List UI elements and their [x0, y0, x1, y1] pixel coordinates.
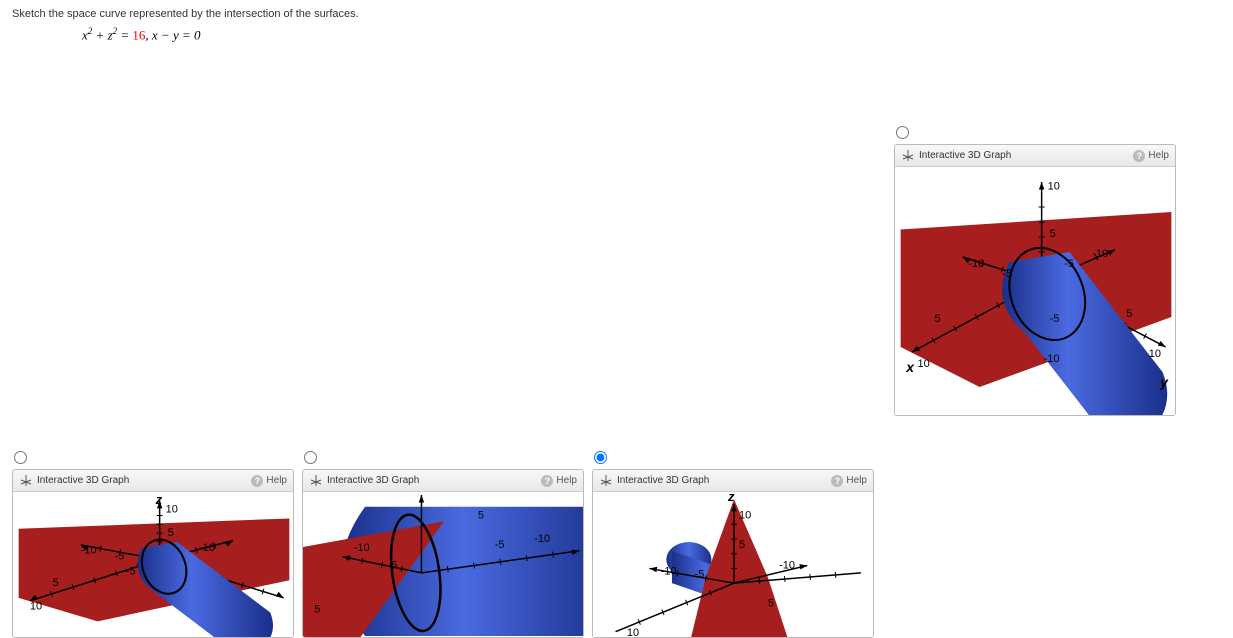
help-label: Help — [556, 475, 577, 486]
plot-area[interactable]: 5 -10 -5 -5 -10 5 — [303, 492, 583, 638]
svg-text:-10: -10 — [81, 545, 97, 557]
svg-text:5: 5 — [768, 598, 774, 610]
eq-rhs: 16 — [132, 27, 145, 42]
eq-eq: = — [117, 27, 132, 42]
answer-radio[interactable] — [896, 126, 909, 139]
panel-header: Interactive 3D Graph ? Help — [13, 470, 293, 492]
question-prompt: Sketch the space curve represented by th… — [12, 8, 1221, 20]
panel-title: Interactive 3D Graph — [37, 475, 129, 486]
help-button[interactable]: ? Help — [251, 475, 287, 487]
help-button[interactable]: ? Help — [1133, 150, 1169, 162]
answer-radio[interactable] — [14, 451, 27, 464]
svg-text:5: 5 — [168, 527, 174, 539]
answer-option: Interactive 3D Graph ? Help 10 5 -10 -5 -10 -… — [894, 144, 1176, 416]
svg-text:10: 10 — [1048, 181, 1060, 193]
question-block: Sketch the space curve represented by th… — [0, 0, 1233, 59]
help-button[interactable]: ? Help — [831, 475, 867, 487]
panel-header: Interactive 3D Graph ? Help — [895, 145, 1175, 167]
svg-text:-10: -10 — [534, 533, 550, 545]
svg-text:z: z — [727, 492, 735, 504]
svg-text:-10: -10 — [1044, 353, 1060, 365]
axes-icon — [19, 474, 33, 488]
svg-text:-10: -10 — [968, 258, 984, 270]
svg-text:5: 5 — [52, 577, 58, 589]
svg-text:-10: -10 — [354, 542, 370, 554]
help-button[interactable]: ? Help — [541, 475, 577, 487]
svg-text:-10: -10 — [661, 566, 677, 578]
svg-text:10: 10 — [30, 601, 42, 613]
answer-option: Interactive 3D Graph ? Help 5 -10 -5 -5 -10 5 — [302, 469, 584, 638]
axes-icon — [309, 474, 323, 488]
svg-text:10: 10 — [1149, 348, 1161, 360]
svg-text:5: 5 — [478, 510, 484, 522]
svg-text:10: 10 — [627, 627, 639, 638]
plot-area[interactable]: z105-10-5-10510 — [593, 492, 873, 638]
graph-panel: Interactive 3D Graph ? Help 10 5 -10 -5 -10 -… — [894, 144, 1176, 416]
graph-panel: Interactive 3D Graph ? Help z105-10-5-10… — [12, 469, 294, 638]
svg-text:5: 5 — [1050, 228, 1056, 240]
svg-text:-5: -5 — [1064, 258, 1074, 270]
svg-text:-5: -5 — [388, 560, 398, 572]
svg-text:x: x — [905, 359, 915, 375]
svg-text:5: 5 — [314, 604, 320, 616]
axes-icon — [901, 149, 915, 163]
graph-panel: Interactive 3D Graph ? Help 5 -10 -5 -5 -10 5 — [302, 469, 584, 638]
panel-header: Interactive 3D Graph ? Help — [593, 470, 873, 492]
svg-text:-10: -10 — [779, 560, 795, 572]
svg-text:5: 5 — [739, 539, 745, 551]
svg-text:z: z — [155, 492, 163, 507]
plot-area[interactable]: z105-10-5-10510-5 — [13, 492, 293, 638]
graph-panel: Interactive 3D Graph ? Help z105-10-5-10… — [592, 469, 874, 638]
axes-icon — [599, 474, 613, 488]
answer-option: Interactive 3D Graph ? Help z105-10-5-10… — [592, 469, 874, 638]
svg-text:-5: -5 — [126, 566, 136, 578]
svg-text:-5: -5 — [1002, 268, 1012, 280]
panel-title: Interactive 3D Graph — [327, 475, 419, 486]
eq-plus: + — [92, 27, 107, 42]
answer-option: Interactive 3D Graph ? Help z105-10-5-10… — [12, 469, 294, 638]
svg-text:10: 10 — [739, 510, 751, 522]
help-label: Help — [846, 475, 867, 486]
svg-text:5: 5 — [1126, 308, 1132, 320]
help-icon: ? — [1133, 150, 1145, 162]
svg-text:-10: -10 — [1092, 248, 1108, 260]
svg-text:y: y — [1159, 374, 1169, 390]
help-label: Help — [266, 475, 287, 486]
svg-text:10: 10 — [918, 358, 930, 370]
plot-area[interactable]: 10 5 -10 -5 -10 -5 5 5 10 10 -5 -10 x y — [895, 167, 1175, 416]
panel-title: Interactive 3D Graph — [919, 150, 1011, 161]
answer-radio[interactable] — [594, 451, 607, 464]
panel-title: Interactive 3D Graph — [617, 475, 709, 486]
svg-text:10: 10 — [166, 504, 178, 516]
svg-text:-5: -5 — [495, 539, 505, 551]
answer-radio[interactable] — [304, 451, 317, 464]
help-icon: ? — [251, 475, 263, 487]
svg-text:-5: -5 — [115, 551, 125, 563]
help-label: Help — [1148, 150, 1169, 161]
svg-text:-10: -10 — [199, 542, 215, 554]
eq-second: x − y = 0 — [152, 27, 201, 42]
svg-text:5: 5 — [934, 313, 940, 325]
help-icon: ? — [541, 475, 553, 487]
svg-text:-5: -5 — [1050, 313, 1060, 325]
panel-header: Interactive 3D Graph ? Help — [303, 470, 583, 492]
help-icon: ? — [831, 475, 843, 487]
question-equation: x2 + z2 = 16, x − y = 0 — [12, 20, 1221, 55]
